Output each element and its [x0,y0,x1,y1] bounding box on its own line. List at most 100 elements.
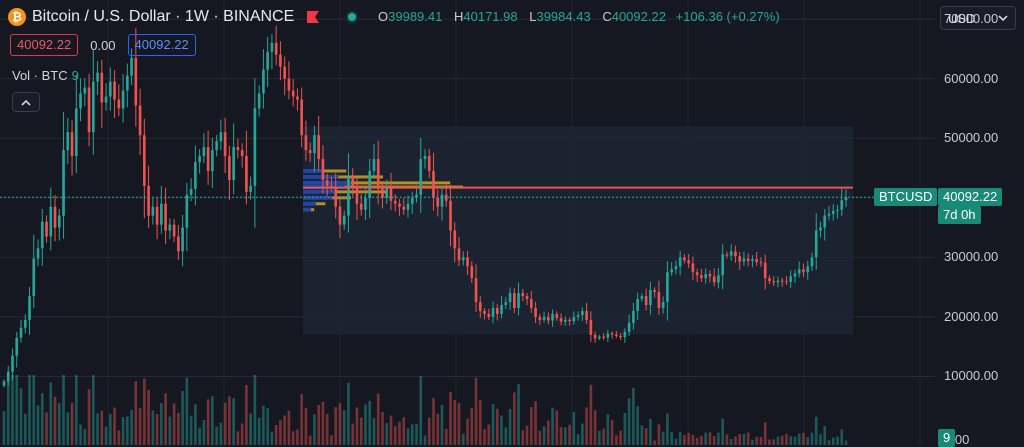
candle-body [576,315,580,317]
volume-bar [695,437,699,445]
candle-body [542,316,546,320]
volume-bar [291,431,295,445]
volume-bar [623,412,627,445]
volume-bar [610,419,614,445]
volume-bar [398,421,401,445]
candle-body [189,188,193,195]
volume-bar [147,389,150,445]
symbol-header[interactable]: ₿ Bitcoin / U.S. Dollar · 1W · BINANCE [8,6,359,28]
volume-bar [827,440,831,445]
candle-body [355,185,359,204]
candle-body [45,221,48,237]
volume-bar [240,423,244,445]
volume-bar [117,430,121,445]
candle-body [126,75,129,91]
candle-body [393,200,397,204]
volume-bar [181,391,184,445]
candle-body [674,266,678,270]
volume-profile-up-bar [303,189,335,194]
candle-body [649,290,652,306]
candle-body [168,224,172,231]
candle-body [419,159,423,195]
candle-body [313,135,316,154]
candle-body [304,135,308,151]
volume-bar [40,393,44,445]
candle-body [500,305,503,314]
candle-body [266,51,269,70]
candle-body [700,275,703,279]
volume-bar [640,425,644,445]
chevron-up-icon [21,99,31,106]
candle-body [359,203,363,210]
volume-bar [402,417,406,445]
candle-body [91,81,95,133]
candle-body [819,227,822,231]
candle-body [74,108,78,157]
candle-body [623,331,627,338]
volume-bar [691,434,695,445]
volume-bar [598,430,601,445]
volume-bar [814,416,818,445]
volume-bar [330,435,333,445]
symbol-title[interactable]: Bitcoin / U.S. Dollar · 1W · BINANCE [32,8,295,25]
candle-body [470,266,474,279]
volume-bar [547,420,550,445]
collapse-legend-button[interactable] [12,92,40,112]
candle-body [823,215,827,228]
market-status-icon [346,11,359,23]
volume-bar [602,428,605,445]
buy-button[interactable]: 40092.22 [127,34,196,56]
volume-bar [347,382,350,445]
volume-bar [283,415,286,445]
close-value: 40092.22 [611,9,666,24]
candle-body [610,333,614,335]
candle-body [160,203,163,225]
volume-bar [593,410,597,445]
volume-bar [836,436,839,445]
candle-body [606,333,610,338]
volume-indicator-legend[interactable]: Vol · BTC 9 [12,68,79,83]
volume-bar [359,417,363,445]
candle-body [461,257,465,261]
candle-body [555,313,559,319]
candle-body [28,296,31,320]
candle-body [274,42,278,55]
volume-bar [57,403,61,445]
last-price-tag: 40092.22 [938,188,1003,207]
candle-body [202,147,206,157]
volume-bar [66,412,70,445]
volume-bar [245,384,248,445]
volume-bar [772,439,776,445]
volume-bar [100,410,104,445]
volume-bar [840,429,844,445]
candle-body [415,194,418,198]
candle-body [206,147,210,171]
candle-body [2,381,6,386]
candle-body [644,296,648,306]
candle-body [121,90,125,109]
sell-button[interactable]: 40092.22 [10,34,79,56]
candle-body [487,313,491,317]
volume-profile-down-bar [331,196,351,200]
candle-body [219,132,223,142]
volume-bar [657,424,661,445]
volume-bar [712,435,716,445]
candle-body [36,248,40,259]
close-label: C [602,9,612,24]
candle-body [721,254,724,276]
volume-bar [185,377,189,445]
volume-bar [28,375,31,445]
candle-body [406,203,410,210]
volume-bar [104,426,108,445]
volume-bar [74,375,78,445]
candle-body [32,258,36,297]
candle-body [751,259,754,261]
volume-bar [823,426,827,445]
volume-bar [432,397,435,445]
candle-body [385,185,389,198]
candle-body [708,274,712,277]
flag-icon[interactable] [306,11,320,23]
candle-body [619,335,622,338]
currency-select[interactable]: USD [940,6,1016,30]
